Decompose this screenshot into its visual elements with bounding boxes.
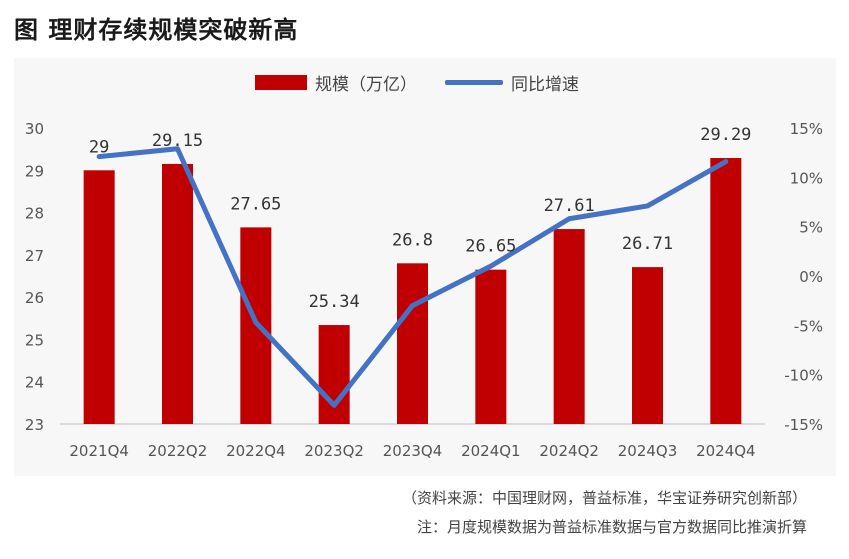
y-right-tick-label: -5% xyxy=(794,317,823,335)
x-tick-label: 2024Q2 xyxy=(539,442,599,460)
y-left-tick-label: 25 xyxy=(25,331,44,349)
y-right-tick-label: 0% xyxy=(799,268,823,286)
x-tick-label: 2024Q3 xyxy=(618,442,678,460)
legend-line-label: 同比增速 xyxy=(511,75,579,95)
bar xyxy=(632,267,663,424)
bar xyxy=(553,229,585,424)
y-left-tick-label: 29 xyxy=(25,162,44,180)
y-right-tick-label: -10% xyxy=(784,367,823,385)
footnote: 注：月度规模数据为普益标准数据与官方数据同比推演折算 xyxy=(416,518,807,536)
bar xyxy=(318,325,350,424)
legend-bar-swatch xyxy=(255,75,307,90)
y-right-tick-label: -15% xyxy=(784,416,823,434)
y-right-tick-label: 10% xyxy=(790,169,823,187)
bar-data-label: 29.29 xyxy=(700,125,751,145)
y-right-tick-label: 5% xyxy=(799,219,823,237)
bar-data-label: 26.8 xyxy=(392,230,433,250)
bar-data-label: 29 xyxy=(89,137,109,157)
bar xyxy=(397,263,428,424)
legend-item-line: 同比增速 xyxy=(445,70,579,95)
combo-chart: 23 24 25 26 27 28 29 30 -15% -10% -5% 0% 5% 10% 15% 202… xyxy=(25,120,823,460)
x-tick-label: 2023Q4 xyxy=(383,442,443,460)
bar xyxy=(475,269,507,424)
y-right-tick-label: 15% xyxy=(790,120,823,138)
x-tick-label: 2024Q4 xyxy=(696,442,756,460)
bar-data-label: 27.61 xyxy=(544,196,595,216)
bar-data-label: 26.71 xyxy=(622,234,673,254)
x-tick-label: 2021Q4 xyxy=(69,442,129,460)
chart-title: 图 理财存续规模突破新高 xyxy=(14,16,299,44)
legend-bar-label: 规模（万亿） xyxy=(315,75,417,95)
legend-item-bar: 规模（万亿） xyxy=(255,70,417,95)
legend: 规模（万亿） 同比增速 xyxy=(255,70,607,95)
legend-line-swatch xyxy=(445,80,503,85)
x-tick-label: 2024Q1 xyxy=(461,442,521,460)
bar-data-label: 26.65 xyxy=(465,237,516,257)
y-left-tick-label: 26 xyxy=(25,289,44,307)
y-left-tick-label: 28 xyxy=(25,205,44,223)
y-left-tick-label: 24 xyxy=(25,374,44,392)
y-left-tick-label: 23 xyxy=(25,416,44,434)
x-tick-label: 2022Q2 xyxy=(148,442,208,460)
bar xyxy=(710,158,742,424)
y-left-tick-label: 30 xyxy=(25,120,44,138)
x-tick-label: 2023Q2 xyxy=(304,442,364,460)
bar-data-label: 29.15 xyxy=(152,131,203,151)
bar xyxy=(83,170,115,424)
bar-data-label: 25.34 xyxy=(309,292,360,312)
bar-data-label: 27.65 xyxy=(230,194,281,214)
y-left-tick-label: 27 xyxy=(25,247,44,265)
source-note: （资料来源：中国理财网，普益标准，华宝证券研究创新部） xyxy=(401,489,807,507)
bar xyxy=(162,163,193,424)
x-tick-label: 2022Q4 xyxy=(226,442,286,460)
growth-line xyxy=(96,146,729,408)
